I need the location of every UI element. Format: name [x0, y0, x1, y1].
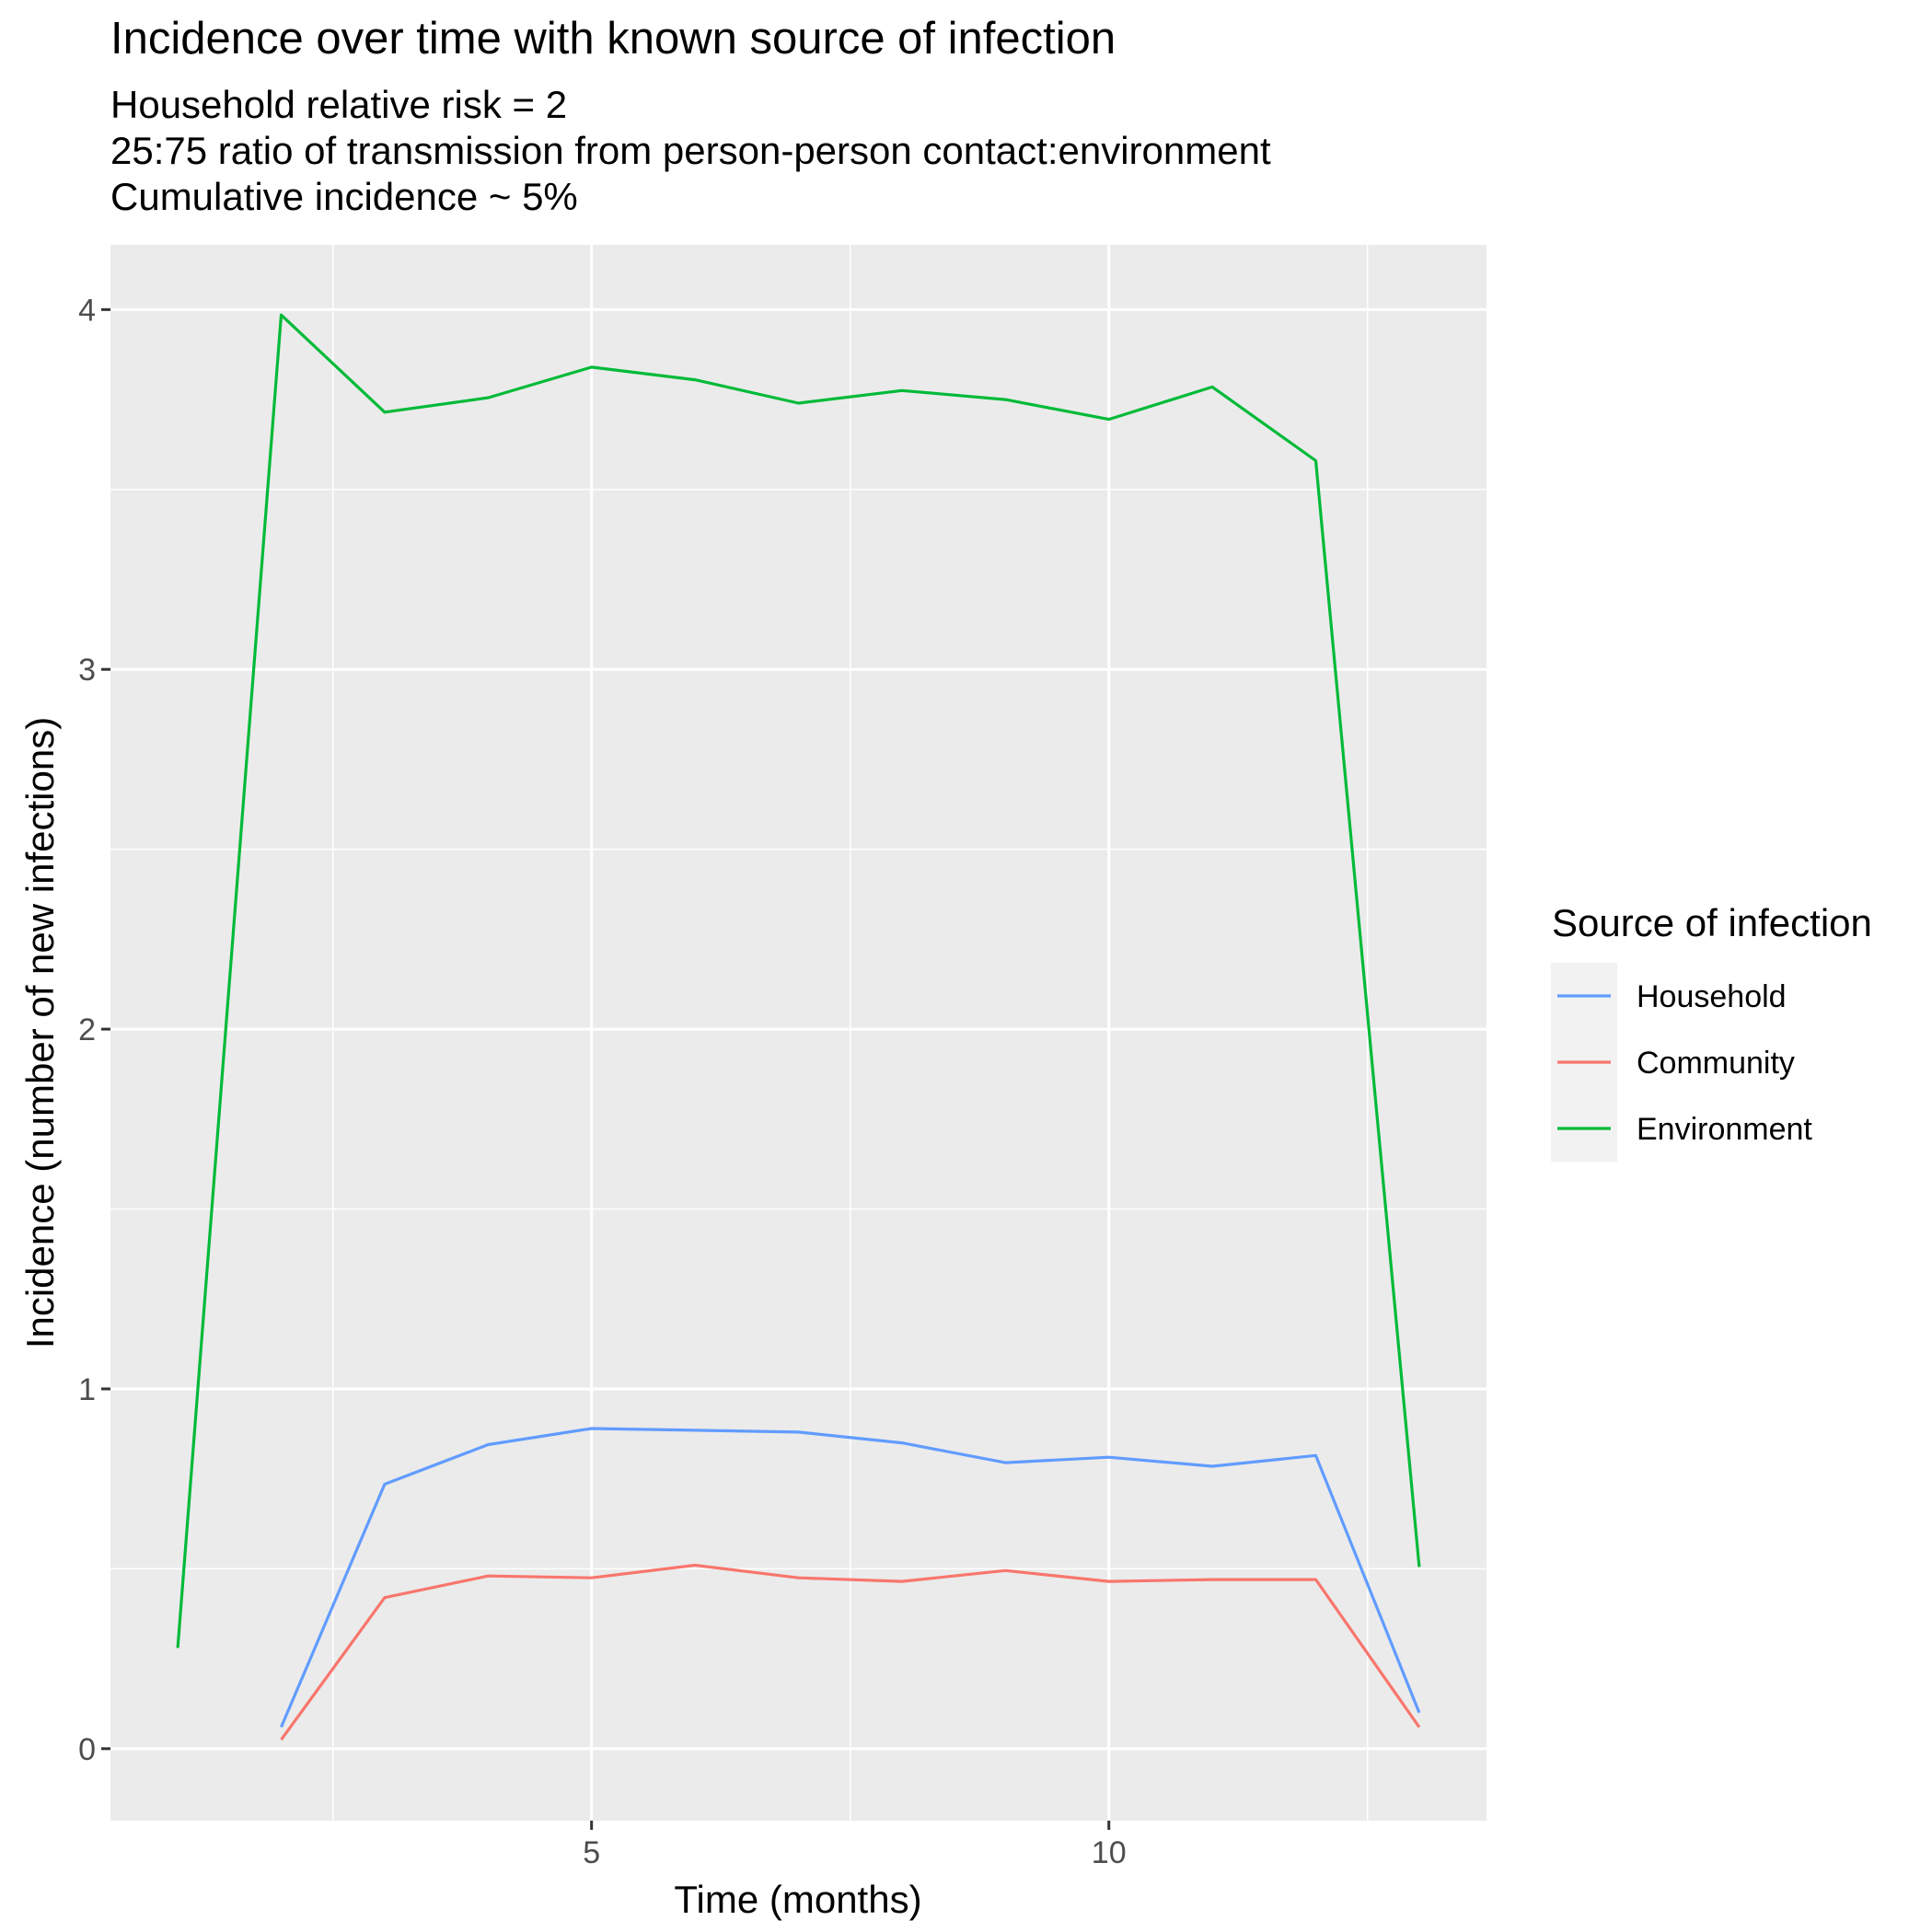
- minor-gridlines: [110, 245, 1487, 1821]
- chart-subtitle-line-2: 25:75 ratio of transmission from person-…: [110, 129, 1271, 172]
- legend-label-environment: Environment: [1637, 1112, 1812, 1147]
- y-tick-label: 4: [78, 293, 96, 328]
- chart-subtitle-line-1: Household relative risk = 2: [110, 83, 567, 126]
- legend-entries: Household Community Environment: [1557, 979, 1812, 1147]
- chart-subtitle-line-3: Cumulative incidence ~ 5%: [110, 175, 578, 218]
- y-tick-label: 1: [78, 1372, 96, 1407]
- y-tick-label: 0: [78, 1732, 96, 1767]
- legend-title: Source of infection: [1552, 901, 1872, 944]
- x-tick-label: 10: [1092, 1835, 1127, 1870]
- series-line-community: [280, 1563, 1421, 1741]
- series-lines: [176, 313, 1421, 1741]
- plot-panel: [110, 245, 1487, 1821]
- legend-label-community: Community: [1637, 1046, 1795, 1081]
- y-tick-label: 3: [78, 653, 96, 688]
- x-axis: 5 10: [583, 1821, 1127, 1870]
- series-line-household: [280, 1427, 1421, 1729]
- y-tick-label: 2: [78, 1012, 96, 1047]
- series-line-environment: [176, 313, 1421, 1649]
- major-gridlines: [110, 245, 1487, 1821]
- x-axis-label: Time (months): [674, 1878, 921, 1921]
- legend-label-household: Household: [1637, 979, 1787, 1014]
- legend: Source of infection Household Community En…: [1551, 901, 1872, 1162]
- y-axis-label: Incidence (number of new infections): [18, 717, 62, 1348]
- chart-title: Incidence over time with known source of…: [110, 14, 1116, 64]
- x-tick-label: 5: [583, 1835, 600, 1870]
- y-axis: 0 1 2 3 4: [78, 293, 110, 1767]
